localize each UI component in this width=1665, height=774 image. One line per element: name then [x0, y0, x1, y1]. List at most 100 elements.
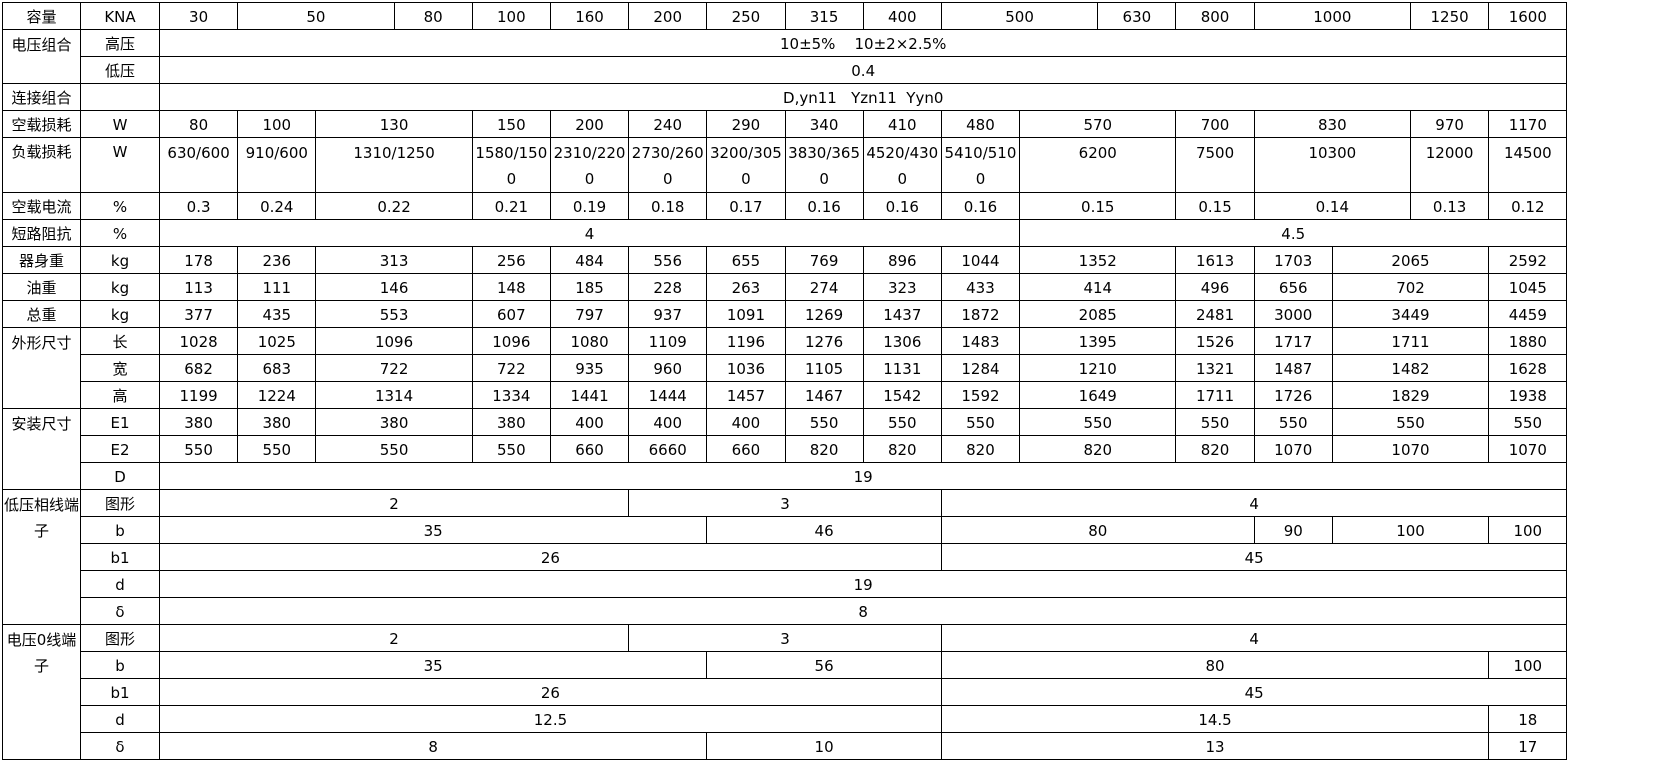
value-cell: 769	[784, 246, 864, 274]
value-cell: 1269	[784, 300, 864, 328]
value-cell: 0.4	[158, 56, 1568, 84]
value-cell: 607	[471, 300, 551, 328]
value-cell: 0.22	[315, 192, 473, 220]
value-cell: 1437	[862, 300, 942, 328]
value-cell: 1028	[158, 327, 239, 355]
capacity-header-cell: 100	[471, 2, 551, 30]
value-cell: 46	[706, 516, 942, 544]
row-label: 短路阻抗	[2, 219, 81, 247]
value-cell: 236	[237, 246, 317, 274]
value-cell: 0.13	[1410, 192, 1490, 220]
value-cell: 1306	[862, 327, 942, 355]
value-cell: 1314	[315, 381, 473, 409]
value-cell: 14500	[1488, 137, 1568, 193]
value-cell: 550	[1253, 408, 1333, 436]
row-unit: δ	[80, 597, 160, 625]
value-cell: 35	[158, 516, 708, 544]
value-cell: 570	[1019, 110, 1177, 138]
value-cell: 550	[158, 435, 239, 463]
row-label: 器身重	[2, 246, 81, 274]
value-cell: 0.16	[940, 192, 1021, 220]
value-cell: 1170	[1488, 110, 1568, 138]
value-cell: 26	[159, 678, 942, 706]
table-row: 安装尺寸 E1 380 380 380 380 400 400 400 550 550 550 550 5…	[2, 408, 1568, 490]
row-unit	[80, 83, 160, 111]
value-cell: 1321	[1175, 354, 1255, 382]
table-row: 油重 kg 113 111 146 148 185 228 263 274 323 433 414 496…	[2, 273, 1568, 301]
value-cell: 4520/4300	[862, 137, 942, 193]
capacity-header-cell: 500	[940, 2, 1099, 30]
value-cell: 45	[940, 678, 1568, 706]
value-cell: 1276	[784, 327, 864, 355]
value-cell: 340	[784, 110, 864, 138]
value-cell: 178	[158, 246, 239, 274]
value-cell: 130	[315, 110, 473, 138]
value-cell: 1196	[706, 327, 786, 355]
capacity-header-cell: 50	[237, 2, 395, 30]
row-unit: W	[80, 110, 160, 138]
value-cell: 830	[1253, 110, 1412, 138]
value-cell: 113	[158, 273, 239, 301]
value-cell: 484	[549, 246, 630, 274]
row-unit: 高	[80, 381, 160, 409]
value-cell: 1703	[1253, 246, 1333, 274]
value-cell: 100	[1488, 516, 1568, 544]
value-cell: 2730/2600	[628, 137, 708, 193]
value-cell: 496	[1175, 273, 1255, 301]
value-cell: 1131	[862, 354, 942, 382]
value-cell: 655	[706, 246, 786, 274]
value-cell: 0.17	[706, 192, 786, 220]
value-cell: 0.16	[862, 192, 942, 220]
value-cell: 5410/5100	[940, 137, 1021, 193]
row-label: 低压相线端子	[2, 489, 81, 625]
value-cell: 550	[1175, 408, 1255, 436]
table-row: 低压相线端子 图形 2 3 4	[2, 489, 1568, 625]
value-cell: 4	[158, 219, 1021, 247]
value-cell: 1070	[1331, 435, 1490, 463]
value-cell: 550	[471, 435, 551, 463]
row-label: 电压0线端子	[2, 624, 81, 760]
row-unit: d	[80, 570, 160, 598]
value-cell: 630/600	[158, 137, 239, 193]
value-cell: 3000	[1253, 300, 1333, 328]
value-cell: 1580/1500	[471, 137, 551, 193]
value-cell: 550	[1488, 408, 1568, 436]
value-cell: 1467	[784, 381, 864, 409]
value-cell: 26	[159, 543, 942, 571]
value-cell: 1334	[471, 381, 551, 409]
value-cell: 960	[628, 354, 708, 382]
value-cell: 1045	[1488, 273, 1568, 301]
value-cell: 1036	[706, 354, 786, 382]
value-cell: D,yn11 Yzn11 Yyn0	[158, 83, 1568, 111]
value-cell: 820	[1019, 435, 1177, 463]
value-cell: 1044	[940, 246, 1021, 274]
value-cell: 820	[1175, 435, 1255, 463]
value-cell: 1224	[237, 381, 317, 409]
value-cell: 12.5	[159, 705, 942, 733]
value-cell: 1649	[1019, 381, 1177, 409]
value-cell: 380	[471, 408, 551, 436]
value-cell: 80	[158, 110, 239, 138]
row-unit: b1	[80, 543, 160, 571]
table-row: d 12.5 14.5 18	[3, 705, 1568, 733]
table-row: D 19	[3, 462, 1568, 490]
value-cell: 380	[237, 408, 317, 436]
row-label: 外形尺寸	[2, 327, 81, 409]
value-cell: 2592	[1488, 246, 1568, 274]
row-unit: δ	[80, 732, 160, 760]
value-cell: 937	[628, 300, 708, 328]
value-cell: 0.15	[1175, 192, 1255, 220]
value-cell: 13	[940, 732, 1490, 760]
value-cell: 80	[940, 651, 1490, 679]
value-cell: 820	[784, 435, 864, 463]
value-cell: 148	[471, 273, 551, 301]
value-cell: 19	[158, 570, 1568, 598]
row-unit: W	[80, 137, 160, 193]
value-cell: 1080	[549, 327, 630, 355]
value-cell: 200	[549, 110, 630, 138]
value-cell: 17	[1488, 732, 1568, 760]
value-cell: 4459	[1488, 300, 1568, 328]
value-cell: 45	[940, 543, 1568, 571]
value-cell: 414	[1019, 273, 1177, 301]
value-cell: 1210	[1019, 354, 1177, 382]
